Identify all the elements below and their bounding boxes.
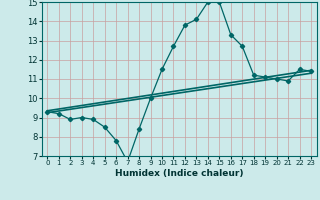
X-axis label: Humidex (Indice chaleur): Humidex (Indice chaleur) (115, 169, 244, 178)
